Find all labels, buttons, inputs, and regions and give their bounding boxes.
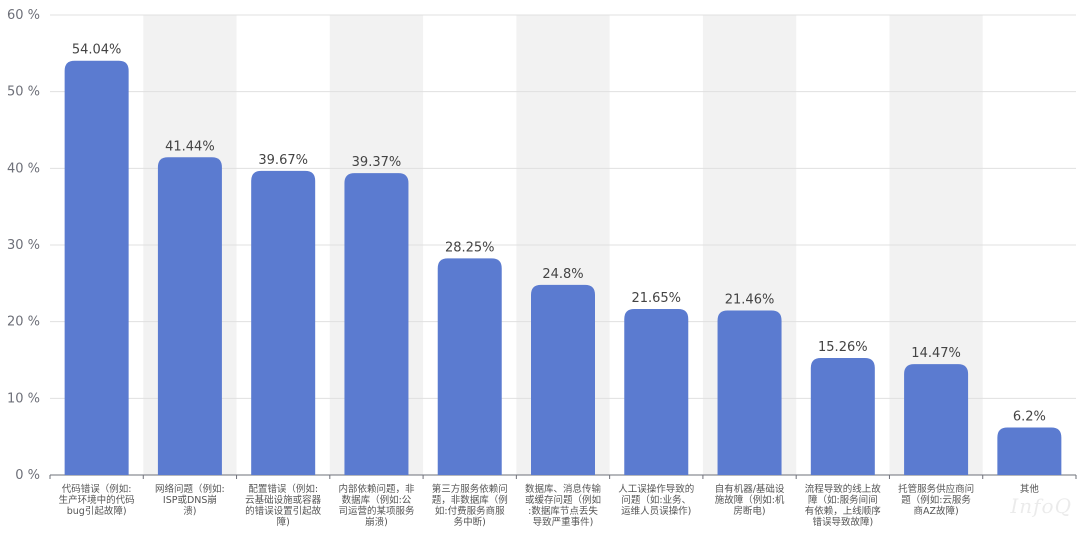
category-label: ISP或DNS崩 [163,494,217,506]
data-label: 41.44% [165,139,215,154]
data-label: 21.65% [631,291,681,306]
category-label: 错误导致故障) [812,516,873,528]
category-label: 障) [277,516,290,528]
category-label: 或缓存问题（例如 [525,494,601,506]
category-label: bug引起故障) [67,505,127,517]
category-label: 有依赖，上线顺序 [805,505,882,517]
bar [904,364,969,475]
bar [997,427,1062,475]
y-tick-label: 40 % [7,161,40,176]
data-label: 14.47% [911,346,961,361]
category-label: 云基础设施或容器 [245,494,322,506]
category-label: 房断电) [733,505,765,517]
category-label: 自有机器/基础设 [715,483,785,495]
data-label: 15.26% [818,340,868,355]
bar [437,258,502,475]
category-label: 人工误操作导致的 [618,483,694,495]
category-label: 第三方服务依赖问 [432,483,508,495]
bar [157,157,222,475]
category-label: 内部依赖问题，非 [338,483,415,495]
category-label: 托管服务供应商问 [898,483,974,495]
bar [810,358,875,475]
category-label: 务中断) [454,516,486,528]
category-label: 导致严重事件) [533,516,594,528]
y-tick-label: 60 % [7,8,40,23]
category-label: 其他 [1020,483,1040,495]
y-tick-label: 30 % [7,238,40,253]
data-label: 54.04% [72,43,122,58]
category-label: 流程导致的线上故 [805,483,882,495]
category-label: 的错误设置引起故 [245,505,322,517]
y-tick-label: 0 % [15,468,40,483]
category-label: 题（例如:云服务 [901,494,971,506]
data-label: 21.46% [725,292,775,307]
category-label: 如:付费服务商服 [435,505,505,517]
data-label: 39.37% [352,155,402,170]
bar [344,173,409,475]
watermark: InfoQ [1010,494,1072,518]
bar [531,284,595,475]
bar [251,170,316,475]
data-label: 28.25% [445,240,495,255]
category-label: 网络问题（例如: [155,483,225,495]
category-label: 代码错误（例如: [62,483,132,495]
category-label: 生产环境中的代码 [59,494,135,506]
category-label: 运维人员误操作) [621,505,691,517]
category-label: 崩溃) [365,516,388,528]
data-label: 24.8% [542,267,583,282]
category-label: 障（如:服务间间 [808,494,878,506]
bar [64,60,129,476]
data-label: 6.2% [1013,409,1046,424]
category-label: 溃) [183,505,196,517]
category-label: :数据库节点丢失 [528,505,598,517]
category-label: 数据库（例如:公 [342,494,412,506]
bar [717,310,782,475]
bar [624,309,689,475]
data-label: 39.67% [258,153,308,168]
category-label: 配置错误（例如: [248,483,318,495]
category-label: 数据库、消息传输 [525,483,602,495]
category-label: 商AZ故障) [913,505,958,517]
category-label: 问题（如:业务、 [621,494,691,506]
y-tick-label: 10 % [7,391,40,406]
category-label: 施故障（例如:机 [715,494,785,506]
y-tick-label: 50 % [7,85,40,100]
y-tick-label: 20 % [7,315,40,330]
category-label: 题，非数据库（例 [432,494,508,506]
category-label: 司运营的某项服务 [338,505,415,517]
